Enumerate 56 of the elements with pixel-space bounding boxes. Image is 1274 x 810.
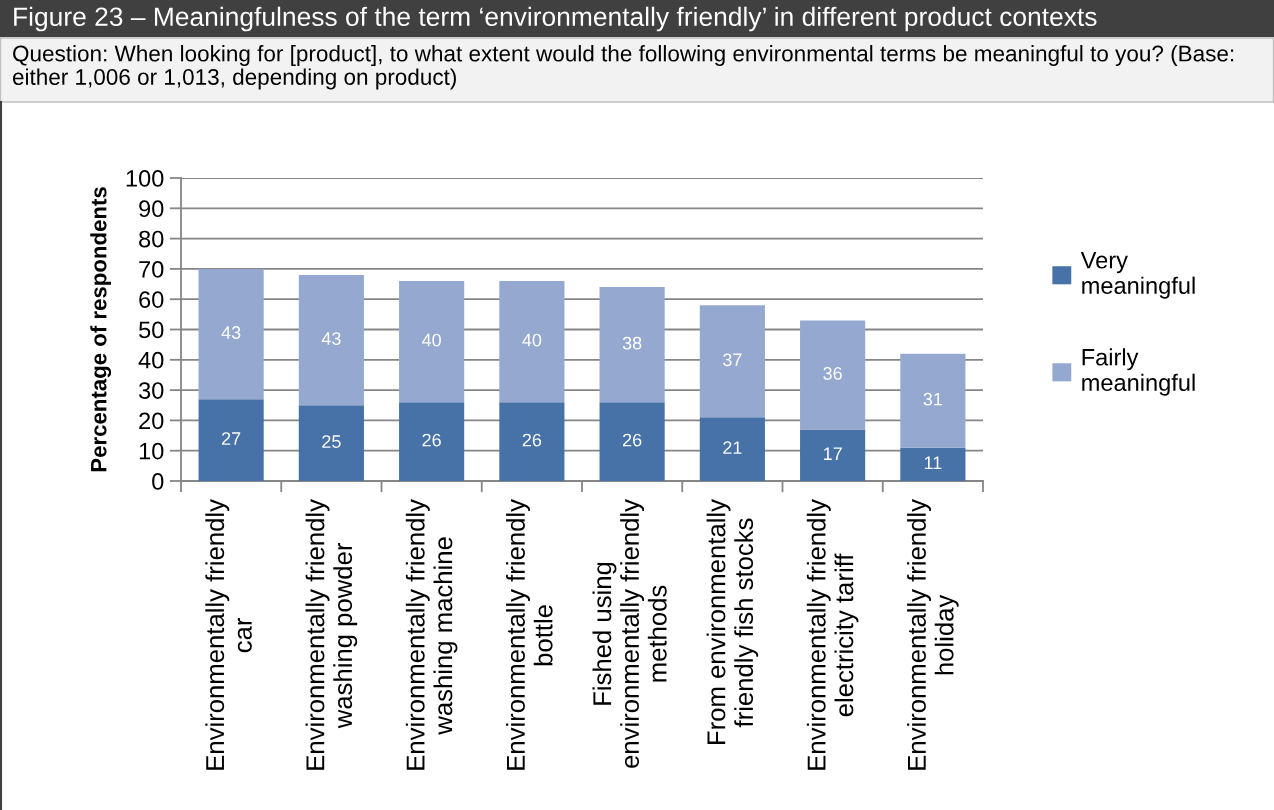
y-tick-label: 100	[126, 170, 164, 187]
bar	[800, 429, 866, 481]
x-tick-label: Environmentally friendly holiday	[907, 499, 959, 770]
data-label: 11	[924, 456, 942, 469]
y-tick-label: 90	[139, 200, 164, 218]
y-axis-title: Percentage of respondents	[90, 187, 112, 472]
bar	[499, 402, 565, 481]
y-tick-label: 80	[139, 230, 164, 248]
chart-title: Figure 23 – Meaningfulness of the term ‘environmentally friendly’ in different product contexts	[14, 6, 1097, 32]
data-label: 26	[622, 433, 642, 447]
y-tick-label: 30	[138, 382, 164, 399]
bar	[800, 320, 866, 430]
data-label: 38	[622, 336, 642, 350]
chart-subtitle: Question: When looking for [product], to what extent would the following environmental terms be meaningful to you? (Base: either 1,006 or 1,013, depending on product)	[12, 45, 1234, 90]
bar	[198, 399, 264, 481]
y-tick-label: 50	[139, 321, 164, 339]
y-tick-label: 70	[139, 260, 164, 278]
data-label: 43	[221, 326, 241, 339]
bar	[599, 402, 665, 481]
y-tick-label: 0	[152, 473, 164, 490]
bar	[499, 281, 565, 403]
y-tick-label: 60	[139, 291, 164, 308]
data-label: 40	[522, 333, 542, 347]
data-label: 36	[823, 367, 842, 380]
x-tick-label: Environmentally friendly washing powder	[305, 499, 358, 770]
bar	[399, 281, 465, 403]
bar	[699, 417, 765, 481]
x-tick-label: Environmentally friendly washing machine	[405, 499, 458, 770]
data-label: 21	[723, 441, 742, 454]
data-label: 31	[923, 392, 943, 406]
legend-label: Fairly meaningful	[1082, 348, 1195, 396]
bar	[699, 305, 765, 418]
bar	[399, 402, 465, 481]
bar	[198, 268, 264, 400]
x-tick-label: Environmentally friendly electricity tariff	[806, 499, 859, 770]
x-tick-label: Environmentally friendly car	[205, 499, 252, 770]
y-tick-label: 40	[138, 351, 164, 369]
data-label: 40	[422, 333, 441, 347]
bar	[298, 274, 364, 406]
bar	[298, 405, 364, 481]
data-label: 26	[422, 433, 441, 447]
data-label: 17	[823, 447, 842, 460]
data-label: 37	[723, 353, 742, 367]
x-tick-label: From environmentally friendly fish stocks	[706, 499, 759, 744]
bar	[599, 287, 665, 403]
y-tick-label: 10	[139, 442, 164, 460]
bar	[900, 353, 966, 448]
data-label: 27	[221, 432, 241, 445]
x-tick-label: Environmentally friendly bottle	[506, 499, 553, 770]
x-tick-label: Fished using environmentally friendly methods	[592, 499, 667, 768]
legend-label: Very meaningful	[1080, 252, 1195, 299]
data-label: 25	[322, 435, 341, 448]
bar	[900, 447, 966, 481]
data-label: 43	[321, 332, 341, 345]
data-label: 26	[522, 433, 542, 447]
y-tick-label: 20	[139, 412, 164, 430]
